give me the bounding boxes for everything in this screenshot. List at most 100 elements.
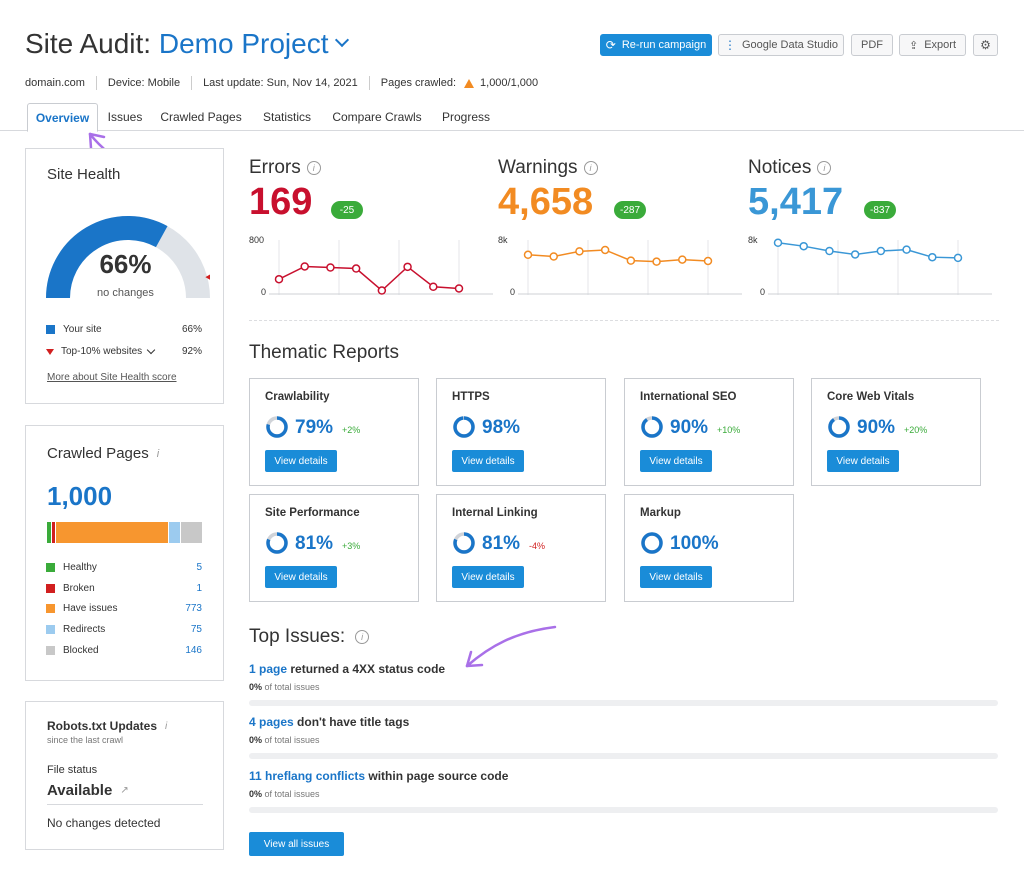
data-point[interactable]: [429, 282, 438, 291]
data-point[interactable]: [403, 262, 412, 272]
metric-label: Warnings i: [498, 157, 598, 179]
pdf-button[interactable]: PDF: [851, 34, 893, 56]
view-details-button[interactable]: View details: [265, 566, 337, 588]
crawl-bar-segment[interactable]: [180, 522, 202, 543]
metric-label: Notices i: [748, 157, 832, 179]
data-point[interactable]: [703, 256, 713, 266]
legend-top10[interactable]: Top-10% websites 92%: [46, 345, 202, 357]
info-icon[interactable]: i: [156, 447, 160, 460]
report-score[interactable]: 81%: [482, 533, 521, 554]
crawl-bar-segment[interactable]: [51, 522, 56, 543]
metric-value[interactable]: 5,417: [748, 181, 844, 223]
tab-crawled-pages[interactable]: Crawled Pages: [160, 110, 242, 124]
legend-value[interactable]: 1: [196, 582, 202, 594]
info-icon[interactable]: i: [306, 161, 321, 175]
robots-title: Robots.txt Updates: [47, 719, 158, 733]
tab-compare-crawls[interactable]: Compare Crawls: [332, 110, 422, 124]
more-about-site-health-link[interactable]: More about Site Health score: [47, 372, 177, 383]
data-point[interactable]: [902, 245, 911, 254]
issue-link[interactable]: 1 page: [249, 662, 288, 676]
rerun-campaign-button[interactable]: ⟳ Re-run campaign: [600, 34, 712, 56]
view-details-button[interactable]: View details: [265, 450, 337, 472]
data-point[interactable]: [274, 274, 284, 284]
report-score[interactable]: 79%: [295, 417, 334, 438]
data-point[interactable]: [876, 246, 886, 256]
report-name: Core Web Vitals: [827, 391, 915, 403]
data-point[interactable]: [326, 263, 335, 272]
report-score[interactable]: 90%: [857, 417, 896, 438]
legend-value[interactable]: 5: [196, 562, 202, 573]
domain: domain.com: [25, 77, 85, 89]
settings-button[interactable]: ⚙: [973, 34, 998, 56]
metric-label: Errors i: [249, 157, 321, 179]
crawled-pages-bar: [47, 522, 203, 543]
report-score[interactable]: 81%: [295, 533, 334, 554]
data-point[interactable]: [523, 250, 533, 260]
crawl-bar-segment[interactable]: [56, 522, 169, 543]
legend-your-site: Your site 66%: [46, 324, 202, 335]
external-link-icon[interactable]: ↗: [120, 785, 129, 796]
your-site-swatch: [46, 325, 55, 334]
info-icon[interactable]: i: [583, 161, 598, 175]
data-point[interactable]: [799, 241, 808, 251]
info-icon[interactable]: i: [165, 720, 168, 732]
export-button[interactable]: ⇪ Export: [899, 34, 966, 56]
tab-statistics[interactable]: Statistics: [262, 110, 311, 124]
view-details-button[interactable]: View details: [452, 566, 524, 588]
data-point[interactable]: [678, 255, 687, 264]
chevron-down-icon[interactable]: [146, 345, 156, 354]
data-point[interactable]: [825, 246, 834, 256]
crawl-bar-segment[interactable]: [47, 522, 51, 543]
report-score[interactable]: 100%: [670, 533, 719, 554]
issue-text: within page source code: [365, 769, 509, 783]
thematic-report-card: Markup 100% View details: [624, 494, 794, 602]
data-point[interactable]: [652, 257, 661, 266]
view-details-button[interactable]: View details: [640, 450, 712, 472]
crawled-pages-total[interactable]: 1,000: [47, 481, 113, 511]
info-icon[interactable]: i: [817, 161, 832, 175]
project-name[interactable]: Demo Project: [158, 28, 329, 59]
metric-value[interactable]: 169: [249, 181, 313, 223]
data-point[interactable]: [773, 238, 783, 247]
legend-label: Your site: [63, 324, 102, 335]
report-score[interactable]: 98%: [482, 417, 521, 438]
tab-overview[interactable]: Overview: [27, 103, 98, 132]
data-point[interactable]: [626, 256, 636, 265]
data-point[interactable]: [953, 253, 963, 263]
issue-link[interactable]: 11 hreflang conflicts: [249, 769, 366, 783]
issue-sub-text: of total issues: [262, 735, 320, 745]
data-point[interactable]: [928, 252, 937, 262]
legend-value[interactable]: 75: [190, 624, 202, 636]
data-point[interactable]: [575, 247, 584, 256]
file-status-value: Available: [47, 782, 113, 799]
issue-link[interactable]: 4 pages: [249, 715, 294, 729]
metric-value[interactable]: 4,658: [498, 181, 594, 223]
metric-name: Warnings: [498, 157, 578, 178]
axis-max-label: 8k: [748, 235, 758, 245]
rerun-label: Re-run campaign: [621, 39, 707, 51]
legend-value[interactable]: 146: [185, 644, 202, 656]
view-details-button[interactable]: View details: [452, 450, 524, 472]
legend-value[interactable]: 773: [185, 603, 202, 615]
info-icon[interactable]: i: [355, 630, 370, 644]
view-details-button[interactable]: View details: [827, 450, 899, 472]
data-point[interactable]: [351, 264, 361, 273]
gauge-fill: [46, 216, 168, 299]
tab-progress[interactable]: Progress: [441, 110, 491, 124]
view-all-issues-button[interactable]: View all issues: [249, 832, 344, 856]
site-health-gauge: [46, 216, 210, 299]
view-details-button[interactable]: View details: [640, 566, 712, 588]
data-point[interactable]: [377, 286, 387, 295]
data-point[interactable]: [600, 245, 610, 255]
metric-sparkline: [768, 238, 992, 295]
tab-issues[interactable]: Issues: [107, 110, 143, 124]
top10-marker-icon: [205, 274, 210, 280]
data-point[interactable]: [454, 284, 464, 293]
google-data-studio-button[interactable]: ⋮ Google Data Studio: [718, 34, 844, 56]
data-point[interactable]: [850, 250, 860, 259]
data-point[interactable]: [549, 252, 558, 261]
data-point[interactable]: [300, 262, 309, 271]
chevron-down-icon[interactable]: [334, 32, 349, 48]
report-score[interactable]: 90%: [670, 417, 709, 438]
crawl-bar-segment[interactable]: [169, 522, 180, 543]
